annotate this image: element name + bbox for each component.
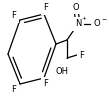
Text: F: F [80,51,84,59]
Text: +: + [82,16,86,22]
Text: O: O [73,3,79,12]
Text: OH: OH [55,68,68,77]
Text: −: − [101,16,107,22]
Text: F: F [44,80,48,88]
Text: F: F [12,12,16,20]
Text: F: F [12,84,16,94]
Text: N: N [75,19,81,29]
Text: F: F [44,3,48,13]
Text: O: O [94,19,100,29]
